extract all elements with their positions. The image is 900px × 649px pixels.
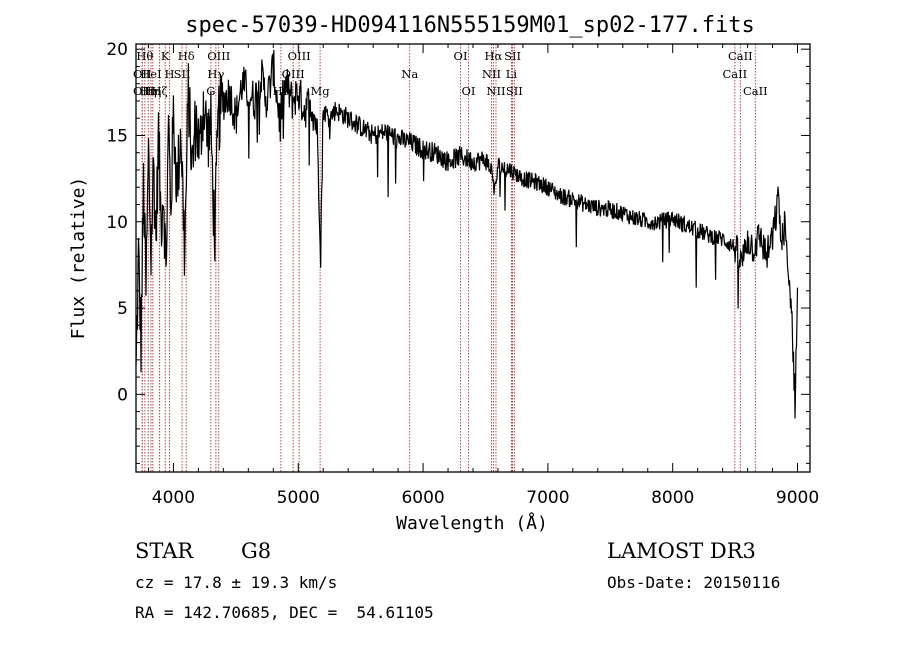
spectral-line-label: OII [133, 84, 152, 98]
spectral-line-label: CaII [743, 84, 768, 98]
y-tick-label: 10 [106, 213, 128, 233]
object-class: STAR [135, 539, 194, 563]
redshift-velocity: cz = 17.8 ± 19.3 km/s [135, 573, 338, 592]
spectral-line-label: K [161, 49, 170, 63]
spectral-line-label: H [165, 67, 175, 81]
spectral-line-label: Hη [144, 84, 161, 98]
spectral-line-label: CaII [722, 67, 747, 81]
y-tick-label: 15 [106, 126, 128, 146]
spectral-line-label: Hα [484, 49, 502, 63]
spectral-line-label: G [206, 84, 215, 98]
spectral-line-label: OIII [288, 49, 311, 63]
spectral-line-label: OIII [282, 67, 305, 81]
spectral-line-label: SII [174, 67, 191, 81]
x-tick-label: 4000 [152, 488, 195, 508]
spectral-line-label: HeI [140, 67, 161, 81]
spectral-line-label: Na [401, 67, 418, 81]
spectral-line-label: NII [486, 84, 505, 98]
spectral-line-label: Hθ [136, 49, 153, 63]
y-tick-label: 20 [106, 40, 128, 60]
x-axis-ticks: 4000 5000 6000 7000 8000 9000 [147, 44, 819, 508]
x-tick-label: 5000 [277, 488, 320, 508]
spectral-line-label: OII [133, 67, 152, 81]
chart-title: spec-57039-HD094116N555159M01_sp02-177.f… [185, 13, 755, 38]
spectral-line-label: Hζ [151, 84, 167, 98]
spectral-line-labels: OIIOIIHθHηHeIHηHζKHSIIHδGHγOIIIHβOIIIOII… [133, 49, 768, 98]
spectral-line-label: Li [506, 67, 518, 81]
x-tick-label: 9000 [776, 488, 819, 508]
x-tick-label: 7000 [526, 488, 569, 508]
spectral-line-label: Hδ [178, 49, 195, 63]
y-tick-label: 5 [117, 299, 128, 319]
survey-name: LAMOST DR3 [607, 539, 756, 563]
spectral-line-label: NII [482, 67, 501, 81]
y-axis-label: Flux (relative) [68, 177, 89, 340]
spectrum-series-line [135, 49, 799, 419]
observation-date: Obs-Date: 20150116 [607, 573, 781, 592]
spectral-line-label: OIII [207, 49, 230, 63]
x-tick-label: 6000 [401, 488, 444, 508]
spectral-line-label: SII [504, 49, 521, 63]
object-subclass: G8 [241, 539, 272, 563]
x-tick-label: 8000 [651, 488, 694, 508]
spectral-line-label: OI [462, 84, 476, 98]
x-axis-label: Wavelength (Å) [396, 512, 548, 534]
spectral-line-label: CaII [728, 49, 753, 63]
spectral-line-label: Mg [311, 84, 331, 98]
y-tick-label: 0 [117, 385, 128, 405]
sky-coordinates: RA = 142.70685, DEC = 54.61105 [135, 603, 434, 622]
spectral-line-label: SII [506, 84, 523, 98]
spectral-line-label: Hη [140, 84, 157, 98]
y-axis-ticks: 0 5 10 15 20 [106, 40, 810, 464]
spectral-line-label: OI [454, 49, 468, 63]
